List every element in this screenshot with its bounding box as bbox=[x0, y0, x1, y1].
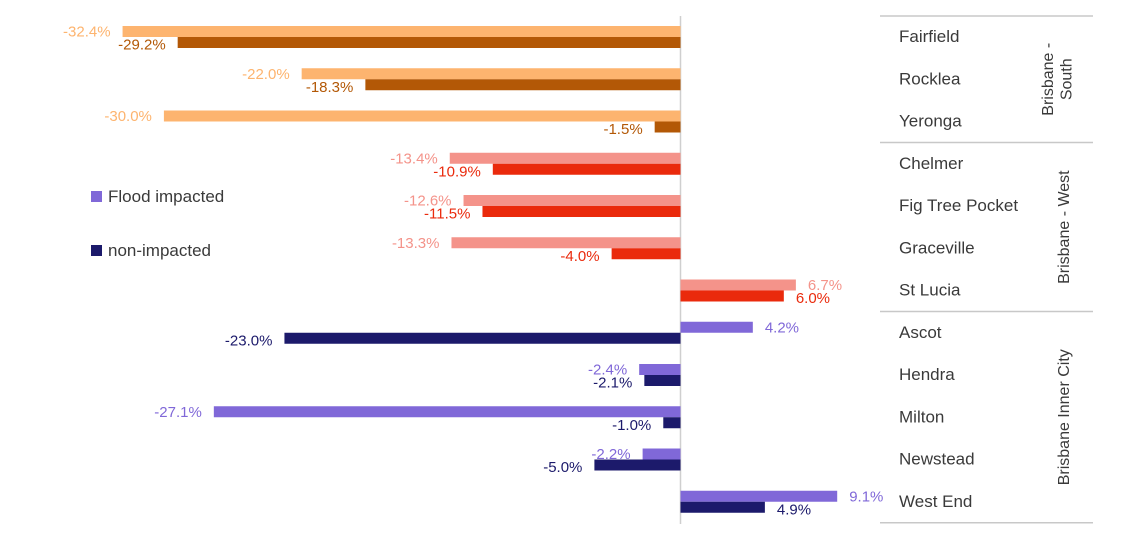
bar-non-impacted bbox=[663, 417, 681, 429]
region-labels-layer: Brisbane -South Brisbane - West Brisbane I… bbox=[880, 15, 1093, 524]
data-label-impacted: -2.2% bbox=[591, 446, 630, 463]
bar-non-impacted bbox=[594, 459, 681, 471]
legend-label: non-impacted bbox=[108, 241, 211, 260]
data-label-impacted: -2.4% bbox=[588, 362, 627, 379]
data-label-non-impacted: -10.9% bbox=[433, 163, 481, 180]
bar-impacted bbox=[639, 364, 681, 375]
suburb-label: Graceville bbox=[899, 238, 975, 257]
bar-impacted bbox=[301, 68, 681, 80]
bar-impacted bbox=[642, 448, 681, 460]
legend-label: Flood impacted bbox=[108, 187, 224, 206]
suburb-label: Fig Tree Pocket bbox=[899, 196, 1018, 215]
bar-non-impacted bbox=[644, 375, 681, 386]
bar-non-impacted bbox=[492, 163, 681, 175]
legend-swatch bbox=[91, 191, 102, 202]
bar-impacted bbox=[213, 406, 681, 418]
data-label-non-impacted: -2.1% bbox=[593, 375, 632, 392]
bar-non-impacted bbox=[680, 290, 784, 302]
suburb-label: Hendra bbox=[899, 365, 955, 384]
bar-non-impacted bbox=[611, 248, 681, 260]
data-label-non-impacted: -11.5% bbox=[424, 206, 470, 223]
region-label: Brisbane - West bbox=[1056, 170, 1073, 284]
data-label-impacted: -12.6% bbox=[404, 193, 452, 210]
bar-impacted bbox=[680, 279, 796, 291]
bar-non-impacted bbox=[482, 206, 681, 217]
data-label-non-impacted: -4.0% bbox=[560, 248, 599, 265]
suburb-label: Rocklea bbox=[899, 69, 961, 88]
bar-impacted bbox=[449, 152, 681, 164]
bar-impacted bbox=[463, 195, 681, 206]
suburb-labels-layer: Fairfield Rocklea Yeronga Chelmer Fig Tree P… bbox=[899, 27, 1018, 511]
bar-non-impacted bbox=[284, 332, 681, 344]
data-label-non-impacted: 4.9% bbox=[777, 501, 811, 518]
bar-impacted bbox=[163, 110, 681, 122]
suburb-label: Yeronga bbox=[899, 112, 962, 131]
data-label-impacted: -13.4% bbox=[390, 150, 438, 167]
bar-impacted bbox=[451, 237, 681, 249]
data-label-non-impacted: 6.0% bbox=[796, 290, 830, 307]
data-label-non-impacted: -1.0% bbox=[612, 417, 651, 434]
bar-non-impacted bbox=[365, 79, 681, 91]
bar-non-impacted bbox=[654, 121, 681, 133]
data-label-impacted: -30.0% bbox=[104, 108, 152, 125]
data-label-non-impacted: -23.0% bbox=[225, 332, 273, 349]
bar-impacted bbox=[680, 490, 838, 502]
bar-impacted bbox=[680, 321, 753, 333]
data-label-impacted: 6.7% bbox=[808, 277, 842, 294]
data-label-impacted: -32.4% bbox=[63, 24, 111, 41]
data-label-impacted: -27.1% bbox=[154, 404, 202, 421]
bar-non-impacted bbox=[680, 501, 765, 513]
data-label-impacted: 9.1% bbox=[849, 488, 883, 505]
legend-swatch bbox=[91, 245, 102, 256]
suburb-label: St Lucia bbox=[899, 281, 961, 300]
legend: Flood impacted non-impacted bbox=[91, 187, 224, 260]
bars-layer bbox=[122, 26, 838, 513]
data-label-non-impacted: -18.3% bbox=[306, 79, 354, 96]
region-label: Brisbane Inner City bbox=[1056, 349, 1073, 485]
data-label-impacted: 4.2% bbox=[765, 319, 799, 336]
suburb-label: Newstead bbox=[899, 450, 975, 469]
data-label-non-impacted: -5.0% bbox=[543, 459, 582, 476]
suburb-label: West End bbox=[899, 492, 972, 511]
data-label-non-impacted: -1.5% bbox=[603, 121, 642, 138]
data-label-non-impacted: -29.2% bbox=[118, 37, 166, 54]
suburb-label: Chelmer bbox=[899, 154, 964, 173]
bar-impacted bbox=[122, 26, 681, 37]
suburb-label: Ascot bbox=[899, 323, 942, 342]
suburb-label: Fairfield bbox=[899, 27, 959, 46]
suburb-label: Milton bbox=[899, 407, 944, 426]
region-label: Brisbane -South bbox=[1040, 43, 1075, 116]
data-label-impacted: -22.0% bbox=[242, 66, 290, 83]
bar-non-impacted bbox=[177, 37, 681, 48]
value-labels-layer: -32.4% -29.2% -22.0% -18.3% -30.0% -1.5% -13.4… bbox=[63, 24, 883, 519]
data-label-impacted: -13.3% bbox=[392, 235, 440, 252]
